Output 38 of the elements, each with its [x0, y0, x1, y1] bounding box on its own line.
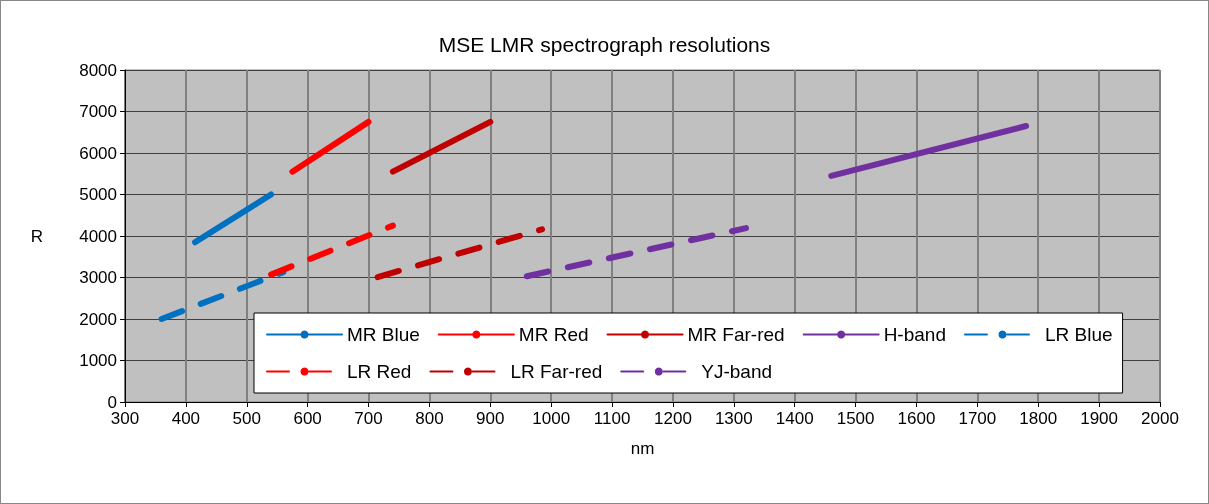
x-tick-label: 1200: [654, 409, 692, 428]
x-tick-label: 1800: [1019, 409, 1058, 428]
x-tick-label: 1100: [593, 409, 631, 428]
y-tick-label: 7000: [79, 102, 117, 121]
y-tick-label: 1000: [79, 351, 117, 370]
legend-label: H-band: [883, 324, 946, 345]
chart-title: MSE LMR spectrograph resolutions: [438, 33, 771, 56]
x-tick-label: 1700: [958, 409, 997, 428]
legend-label: LR Blue: [1044, 324, 1113, 345]
x-tick-label: 1900: [1080, 409, 1119, 428]
y-tick-label: 4000: [79, 226, 117, 246]
y-tick-label: 0: [107, 392, 117, 412]
y-tick-label: 3000: [79, 268, 117, 287]
legend-label: LR Far-red: [510, 361, 603, 382]
legend-label: YJ-band: [701, 361, 773, 382]
x-axis-title: nm: [630, 439, 655, 458]
y-axis-title: R: [30, 226, 43, 246]
x-tick-label: 400: [171, 409, 201, 428]
x-tick-label: 1600: [897, 409, 936, 428]
x-tick-label: 1500: [836, 409, 875, 428]
x-tick-label: 500: [232, 409, 261, 428]
x-tick-label: 900: [476, 409, 505, 428]
y-tick-label: 5000: [79, 185, 117, 204]
x-tick-label: 300: [110, 409, 140, 428]
x-tick-label: 600: [293, 409, 322, 428]
x-tick-label: 1000: [532, 409, 571, 428]
legend-label: MR Blue: [347, 324, 420, 345]
legend-label: MR Red: [518, 324, 589, 345]
x-tick-label: 800: [415, 409, 444, 428]
y-tick-label: 8000: [79, 60, 117, 80]
x-tick-label: 2000: [1141, 409, 1179, 428]
legend-label: LR Red: [347, 361, 412, 382]
y-tick-label: 6000: [79, 143, 117, 163]
x-tick-label: 1400: [775, 409, 814, 428]
legend-label: MR Far-red: [687, 324, 785, 345]
y-tick-label: 2000: [79, 309, 117, 329]
x-tick-label: 700: [354, 409, 383, 428]
x-tick-label: 1300: [714, 409, 753, 428]
